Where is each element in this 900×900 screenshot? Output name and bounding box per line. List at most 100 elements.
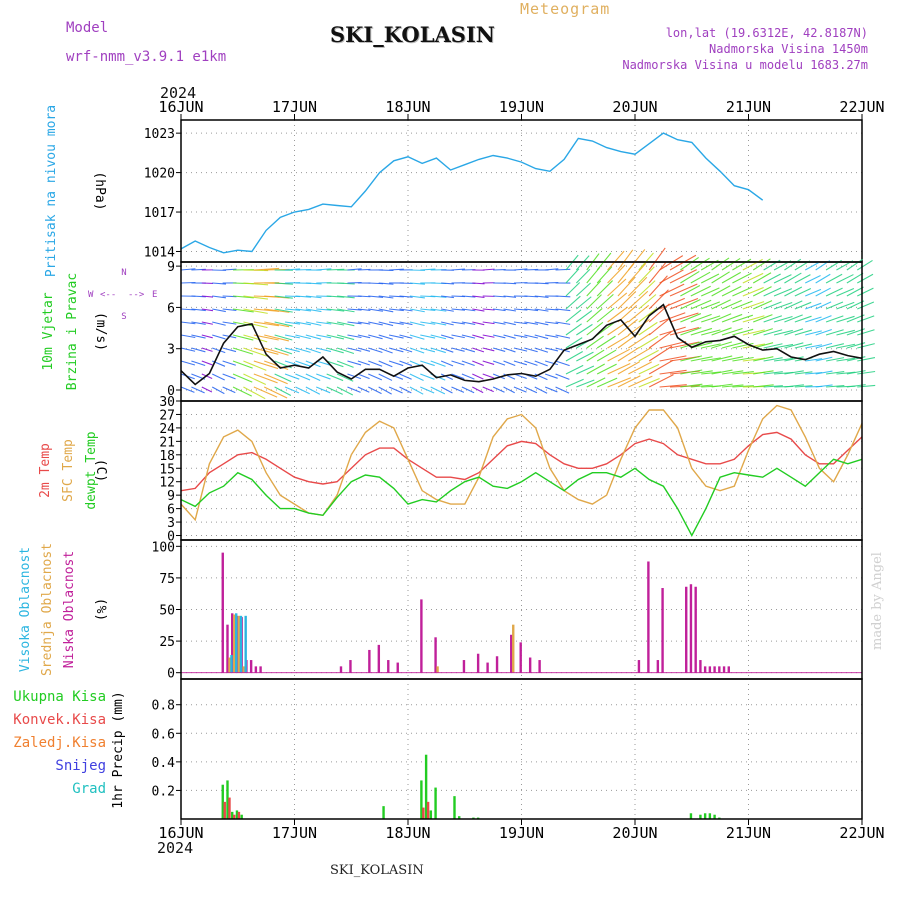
wind-barb (628, 304, 650, 323)
wind-barb (347, 321, 362, 325)
wind-barb (274, 347, 293, 355)
wind-barb (524, 347, 538, 353)
wind-barb (284, 321, 301, 325)
wind-barb (264, 373, 288, 385)
wind-barb (451, 268, 466, 271)
model-elevation-label: Nadmorska Visina u modelu 1683.27m (622, 58, 868, 72)
wind-barb (482, 321, 495, 325)
y-unit-cloud: (%) (93, 598, 108, 621)
wind-barb (857, 370, 876, 375)
wind-barb (555, 321, 571, 325)
wind-barb (420, 347, 436, 353)
wind-barb (336, 308, 355, 313)
wind-barb (201, 321, 213, 325)
wind-barb (628, 347, 652, 362)
wind-barb (836, 274, 854, 284)
wind-barb (513, 334, 528, 338)
wind-barb (472, 360, 484, 367)
wind-barb (461, 295, 476, 298)
wind-barb (638, 307, 658, 323)
wind-barb (846, 300, 865, 310)
wind-barb (617, 375, 641, 388)
wind-barb (420, 321, 436, 325)
bar-cloud-0 (661, 588, 664, 673)
wind-barb (857, 315, 875, 323)
y-axis-label-cloud: Srednja Oblacnost (40, 543, 55, 676)
bar-precip-1 (228, 797, 231, 819)
x-tick-label-top: 20JUN (612, 98, 657, 116)
wind-barb (264, 308, 290, 313)
wind-barb (274, 282, 293, 285)
wind-barb (544, 360, 558, 366)
wind-barb (492, 386, 505, 393)
wind-barb (638, 321, 658, 336)
bar-cloud-0 (434, 637, 437, 673)
wind-barb (753, 328, 773, 336)
wind-barb (482, 308, 495, 311)
y-tick-label: 6 (167, 503, 175, 518)
y-unit-pressure: (hPa) (92, 171, 107, 210)
y-tick-label: 30 (159, 395, 175, 410)
wind-barb (482, 347, 495, 352)
wind-barb (648, 374, 674, 388)
wind-barb (836, 343, 856, 349)
wind-barb (711, 327, 732, 336)
wind-barb (472, 347, 485, 353)
y-tick-label: 25 (159, 635, 175, 650)
wind-barb (857, 287, 874, 297)
wind-barb (784, 356, 804, 362)
wind-barb (576, 365, 595, 375)
wind-barb (680, 327, 702, 336)
wind-barb (576, 296, 592, 310)
wind-barb (409, 308, 425, 313)
wind-barb (305, 321, 322, 326)
bar-cloud-0 (713, 666, 716, 673)
bar-cloud-2 (235, 613, 238, 673)
wind-barb (336, 386, 354, 396)
wind-barb (524, 308, 539, 312)
x-tick-label-top: 19JUN (499, 98, 544, 116)
wind-barb (544, 386, 558, 393)
wind-barb (441, 308, 454, 312)
wind-barb (701, 357, 721, 362)
wind-barb (784, 342, 804, 349)
wind-barb (732, 286, 753, 297)
wind-barb (815, 328, 832, 336)
wind-barb (180, 334, 196, 339)
wind-barb (773, 274, 792, 284)
wind-barb (669, 312, 699, 323)
wind-barb (368, 334, 383, 340)
wind-barb (513, 360, 528, 366)
wind-barb (305, 386, 321, 395)
wind-barb (680, 313, 702, 323)
wind-barb (545, 321, 559, 325)
wind-barb (784, 370, 804, 375)
precip-legend-snow: Snijeg (55, 758, 106, 774)
wind-barb (711, 257, 730, 271)
wind-barb (492, 347, 506, 352)
compass-west: W (88, 290, 94, 300)
wind-barb (815, 356, 833, 362)
wind-barb (274, 308, 293, 313)
y-axis-label-temp: dewpt Temp (84, 431, 99, 509)
wind-barb (409, 282, 426, 285)
wind-barb (794, 301, 812, 310)
wind-barb (180, 386, 195, 393)
bar-precip-0 (689, 813, 693, 819)
wind-barb (368, 308, 383, 312)
precip-legend-total_precip: Ukupna Kisa (13, 689, 106, 705)
bar-cloud-0 (486, 662, 489, 673)
wind-barb (638, 349, 659, 362)
y-tick-label: 1014 (144, 245, 175, 260)
wind-barb (700, 273, 720, 284)
wind-barb (243, 347, 267, 357)
x-tick-label-top: 16JUN (158, 98, 203, 116)
wind-barb (524, 386, 538, 394)
y-unit-temp: (C) (93, 459, 108, 482)
y-axis-label-wind: Brzina i Pravac (65, 273, 80, 390)
wind-barb (191, 386, 205, 394)
wind-barb (201, 386, 213, 393)
wind-barb (805, 330, 822, 336)
wind-barb (430, 295, 447, 298)
